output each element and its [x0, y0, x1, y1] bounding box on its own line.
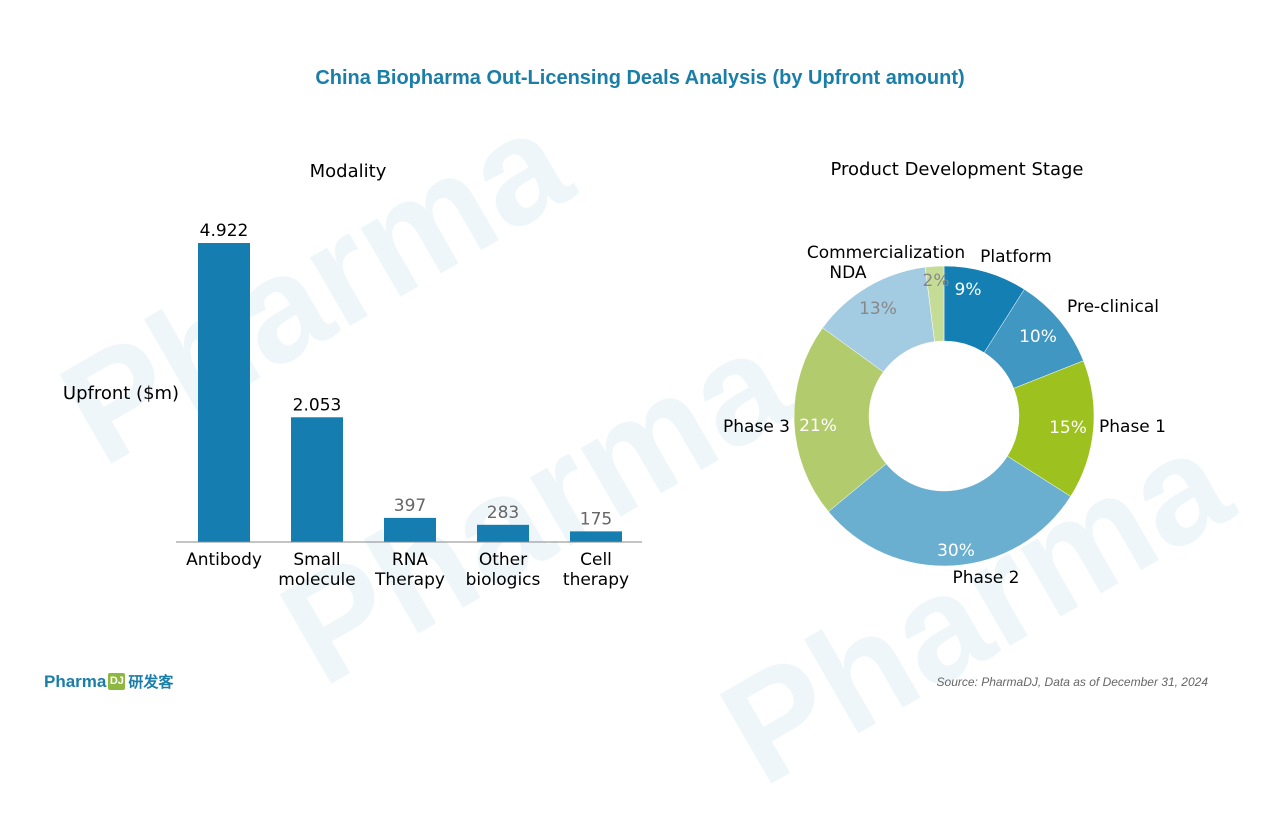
- slice-category-label: Phase 2: [953, 568, 1020, 588]
- slice-percent-label: 21%: [799, 416, 837, 436]
- bar: [384, 517, 436, 542]
- logo-text: Pharma: [44, 671, 107, 691]
- slice-category-label: Commercialization: [807, 243, 965, 263]
- slice-category-label: Phase 1: [1099, 417, 1166, 437]
- x-tick-label: Other: [479, 550, 527, 570]
- bar-value-label: 4.922: [200, 221, 249, 241]
- bar: [291, 417, 343, 542]
- logo-chinese-text: 研发客: [128, 674, 174, 691]
- slice-percent-label: 13%: [859, 299, 897, 319]
- donut-chart-title: Product Development Stage: [831, 159, 1084, 180]
- slice-category-label: Phase 3: [723, 417, 790, 437]
- slide-title: China Biopharma Out-Licensing Deals Anal…: [315, 67, 965, 89]
- x-tick-label: therapy: [563, 570, 629, 590]
- bar-chart-ylabel: Upfront ($m): [63, 383, 179, 404]
- slice-percent-label: 30%: [937, 541, 975, 561]
- bar: [570, 531, 622, 542]
- x-tick-label: biologics: [466, 570, 541, 590]
- x-tick-label: molecule: [278, 570, 355, 590]
- slice-percent-label: 9%: [955, 280, 982, 300]
- bar-value-label: 175: [580, 509, 612, 529]
- slice-category-label: Platform: [980, 247, 1052, 267]
- charts-canvas: Modality Upfront ($m) 4.922 Antibody 2.053…: [63, 159, 1166, 590]
- donut-slice: [793, 327, 887, 512]
- slice-category-label: Pre-clinical: [1067, 297, 1159, 317]
- slice-category-label: NDA: [829, 263, 867, 283]
- donut-slice: [924, 265, 945, 342]
- bar-value-label: 283: [487, 503, 519, 523]
- bar: [477, 524, 529, 542]
- x-tick-label: Small: [293, 550, 340, 570]
- bar-value-label: 397: [394, 496, 426, 516]
- slice-percent-label: 15%: [1049, 418, 1087, 438]
- bar-chart-title: Modality: [310, 161, 387, 182]
- pharmadj-logo: Pharma DJ 研发客: [44, 671, 173, 692]
- bar: [198, 243, 250, 542]
- bar-value-label: 2.053: [293, 395, 342, 415]
- x-tick-label: RNA: [392, 550, 429, 570]
- slice-percent-label: 10%: [1019, 327, 1057, 347]
- x-tick-label: Antibody: [186, 550, 262, 570]
- slice-percent-label: 2%: [923, 271, 950, 291]
- x-tick-label: Therapy: [374, 570, 445, 590]
- donut-series: 9% Platform 10% Pre-clinical 15% Phase 1 30% Ph…: [723, 243, 1166, 588]
- source-note: Source: PharmaDJ, Data as of December 31…: [936, 675, 1208, 689]
- logo-badge: DJ: [108, 673, 126, 690]
- donut-slice: [828, 455, 1071, 567]
- x-tick-label: Cell: [580, 550, 612, 570]
